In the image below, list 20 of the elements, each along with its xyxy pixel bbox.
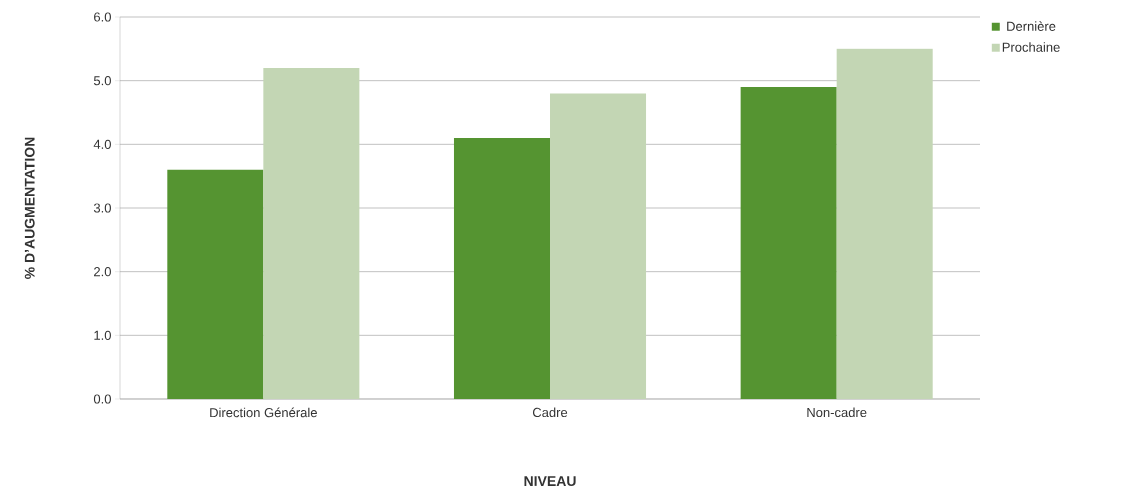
- y-tick-label: 4.0: [93, 139, 111, 149]
- bar: [550, 93, 647, 399]
- bar: [167, 169, 264, 399]
- y-tick-label: 2.0: [94, 267, 111, 277]
- y-tick-label: 5.0: [93, 76, 111, 86]
- y-tick-label: 6.0: [94, 12, 111, 22]
- bar: [740, 87, 837, 399]
- y-tick-label: 1.0: [94, 330, 111, 340]
- bar: [263, 67, 360, 399]
- legend-label: Prochaine: [1002, 42, 1060, 52]
- x-tick-label: Direction Générale: [210, 407, 317, 418]
- y-tick-label: 0.0: [93, 394, 111, 404]
- bar: [836, 48, 933, 399]
- y-axis-title: % D’AUGMENTATION: [24, 137, 35, 279]
- x-tick-label: Non-cadre: [807, 407, 867, 418]
- x-axis-title: NIVEAU: [524, 476, 576, 487]
- legend-label: Dernière: [1007, 21, 1056, 31]
- bar: [453, 137, 551, 399]
- x-tick-label: Cadre: [532, 407, 568, 418]
- y-tick-label: 3.0: [93, 203, 111, 213]
